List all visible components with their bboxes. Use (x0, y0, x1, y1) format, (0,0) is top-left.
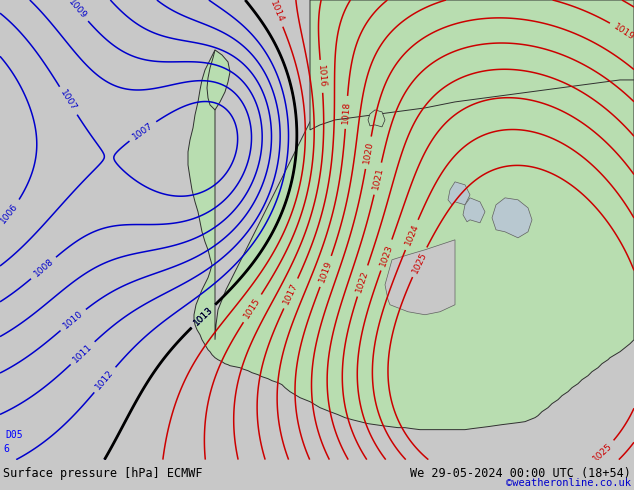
Text: 1012: 1012 (94, 368, 115, 392)
Polygon shape (385, 240, 455, 315)
Text: 1010: 1010 (61, 309, 85, 331)
Text: 1018: 1018 (341, 100, 352, 124)
Polygon shape (463, 198, 485, 223)
Polygon shape (448, 182, 470, 205)
Polygon shape (188, 0, 634, 430)
Text: 1013: 1013 (192, 305, 215, 327)
Text: 1015: 1015 (242, 296, 262, 320)
Text: 1019: 1019 (318, 259, 334, 284)
Text: Surface pressure [hPa] ECMWF: Surface pressure [hPa] ECMWF (3, 467, 203, 480)
Text: 1016: 1016 (316, 65, 327, 88)
Text: 1011: 1011 (71, 342, 94, 364)
Polygon shape (310, 0, 634, 130)
Polygon shape (207, 50, 230, 110)
Text: 1025: 1025 (591, 441, 614, 463)
Text: 1017: 1017 (282, 281, 300, 306)
Text: 1013: 1013 (192, 305, 215, 327)
Text: 1009: 1009 (67, 0, 88, 20)
Text: ©weatheronline.co.uk: ©weatheronline.co.uk (506, 478, 631, 489)
Polygon shape (492, 198, 532, 238)
Text: We 29-05-2024 00:00 UTC (18+54): We 29-05-2024 00:00 UTC (18+54) (410, 467, 631, 480)
Text: 1020: 1020 (362, 141, 375, 165)
Text: 1023: 1023 (378, 243, 394, 268)
Text: 1022: 1022 (354, 269, 370, 293)
Text: 1019: 1019 (612, 22, 634, 42)
Text: 1007: 1007 (58, 89, 78, 113)
Text: 1021: 1021 (371, 167, 385, 191)
Text: 1007: 1007 (131, 121, 155, 142)
Text: 1024: 1024 (403, 222, 420, 247)
Text: D05: D05 (5, 430, 23, 440)
Polygon shape (368, 110, 385, 127)
Text: 1025: 1025 (410, 250, 429, 274)
Text: 6: 6 (3, 443, 9, 454)
Text: 1014: 1014 (268, 0, 285, 24)
Text: 1008: 1008 (32, 257, 55, 279)
Text: 1006: 1006 (0, 201, 20, 225)
